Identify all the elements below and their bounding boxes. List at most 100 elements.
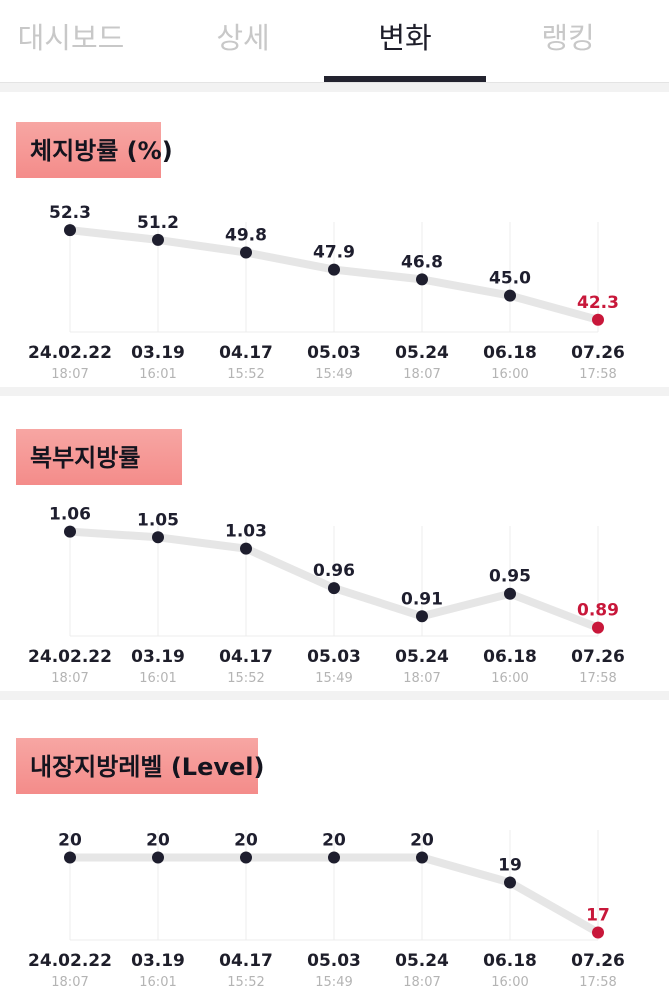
chart-area: 1.06 1.05 1.03 0.96 0.91 0.95 0.89 24.02.22 18:0… <box>0 491 669 691</box>
chart-area: 20 20 20 20 20 19 17 24.02.22 18:07 03.19 16:01 04.… <box>0 795 669 995</box>
data-label: 47.9 <box>313 243 355 263</box>
x-tick-date: 05.03 <box>307 343 361 363</box>
x-tick-time: 16:00 <box>491 975 528 990</box>
x-tick-date: 04.17 <box>219 343 273 363</box>
data-label: 20 <box>58 831 82 851</box>
data-point <box>504 876 516 889</box>
latest-data-point <box>592 621 604 634</box>
x-tick-date: 05.24 <box>395 951 449 971</box>
data-label: 19 <box>498 856 522 876</box>
body-fat-chart: 52.3 51.2 49.8 47.9 46.8 45.0 42.3 24.02.22 18:0… <box>28 203 625 382</box>
x-tick-time: 15:52 <box>227 367 264 382</box>
x-tick-date: 06.18 <box>483 343 537 363</box>
x-tick-time: 17:58 <box>579 975 616 990</box>
chart-area: 52.3 51.2 49.8 47.9 46.8 45.0 42.3 24.02.22 18:0… <box>0 187 669 387</box>
data-point <box>64 851 76 864</box>
x-tick-time: 16:00 <box>491 367 528 382</box>
data-label: 1.03 <box>225 522 267 542</box>
data-label: 0.95 <box>489 567 531 587</box>
data-label: 42.3 <box>577 293 619 313</box>
x-tick-time: 15:49 <box>315 671 352 686</box>
x-tick-time: 16:01 <box>139 975 176 990</box>
x-tick-date: 24.02.22 <box>28 343 112 363</box>
data-point <box>152 851 164 864</box>
data-label: 46.8 <box>401 252 443 272</box>
x-tick-date: 24.02.22 <box>28 951 112 971</box>
tab-ranking[interactable]: 랭킹 <box>541 21 595 55</box>
x-tick-time: 18:07 <box>403 671 440 686</box>
chart-title: 체지방률 (%) <box>16 122 173 178</box>
tab-detail[interactable]: 상세 <box>216 21 270 55</box>
x-tick-date: 05.03 <box>307 951 361 971</box>
x-tick-date: 04.17 <box>219 951 273 971</box>
abdominal-fat-chart: 1.06 1.05 1.03 0.96 0.91 0.95 0.89 24.02.22 18:0… <box>28 505 625 686</box>
x-tick-date: 24.02.22 <box>28 647 112 667</box>
data-label: 20 <box>234 831 258 851</box>
tab-change[interactable]: 변화 <box>378 21 432 55</box>
data-label: 49.8 <box>225 226 267 246</box>
x-tick-time: 17:58 <box>579 367 616 382</box>
x-tick-date: 05.03 <box>307 647 361 667</box>
x-tick-time: 17:58 <box>579 671 616 686</box>
x-tick-time: 16:00 <box>491 671 528 686</box>
tab-dashboard[interactable]: 대시보드 <box>17 21 125 55</box>
chart-section-abdominal-fat: 복부지방률 1.06 1.05 1.03 0.96 0.91 0.95 0.89 24.02.… <box>0 396 669 691</box>
x-tick-date: 07.26 <box>571 951 625 971</box>
data-label: 20 <box>410 831 434 851</box>
x-tick-time: 15:49 <box>315 975 352 990</box>
x-tick-date: 07.26 <box>571 343 625 363</box>
x-tick-date: 05.24 <box>395 647 449 667</box>
tab-bar: 대시보드 상세 변화 랭킹 <box>0 0 669 83</box>
chart-section-body-fat: 체지방률 (%) 52.3 51.2 49.8 47.9 46.8 45.0 42.3 24.… <box>0 92 669 387</box>
data-label: 0.96 <box>313 561 355 581</box>
latest-data-point <box>592 926 604 939</box>
x-tick-date: 05.24 <box>395 343 449 363</box>
chart-title: 내장지방레벨 (Level) <box>16 738 265 794</box>
data-point <box>64 525 76 538</box>
data-point <box>240 246 252 259</box>
section-header: 체지방률 (%) <box>0 92 669 187</box>
x-tick-date: 06.18 <box>483 951 537 971</box>
x-tick-time: 18:07 <box>51 671 88 686</box>
x-tick-time: 15:49 <box>315 367 352 382</box>
data-point <box>328 263 340 276</box>
chart-section-visceral-fat: 내장지방레벨 (Level) 20 20 20 20 20 19 17 24.02.22 18:… <box>0 700 669 1000</box>
latest-data-point <box>592 313 604 326</box>
data-point <box>416 610 428 623</box>
x-tick-time: 16:01 <box>139 671 176 686</box>
data-point <box>504 587 516 600</box>
active-tab-indicator <box>324 76 486 82</box>
data-label: 20 <box>322 831 346 851</box>
x-tick-date: 06.18 <box>483 647 537 667</box>
data-label: 17 <box>586 906 610 926</box>
data-label: 20 <box>146 831 170 851</box>
data-point <box>416 851 428 864</box>
x-tick-date: 07.26 <box>571 647 625 667</box>
x-tick-date: 04.17 <box>219 647 273 667</box>
x-tick-time: 16:01 <box>139 367 176 382</box>
data-label: 0.89 <box>577 601 619 621</box>
data-point <box>240 542 252 555</box>
x-tick-time: 18:07 <box>403 367 440 382</box>
data-label: 1.05 <box>137 510 179 530</box>
x-tick-date: 03.19 <box>131 343 185 363</box>
data-label: 52.3 <box>49 203 91 223</box>
visceral-fat-chart: 20 20 20 20 20 19 17 24.02.22 18:07 03.19 16:01 04.… <box>28 830 625 990</box>
data-label: 1.06 <box>49 505 91 525</box>
x-tick-date: 03.19 <box>131 951 185 971</box>
x-tick-time: 15:52 <box>227 671 264 686</box>
data-point <box>328 851 340 864</box>
x-tick-time: 18:07 <box>403 975 440 990</box>
data-label: 51.2 <box>137 213 179 233</box>
section-header: 내장지방레벨 (Level) <box>0 700 669 795</box>
data-point <box>152 531 164 544</box>
chart-title: 복부지방률 <box>16 429 182 485</box>
x-tick-date: 03.19 <box>131 647 185 667</box>
data-point <box>328 582 340 595</box>
data-point <box>416 273 428 286</box>
data-label: 0.91 <box>401 589 443 609</box>
x-tick-time: 18:07 <box>51 975 88 990</box>
data-point <box>64 224 76 237</box>
x-tick-time: 18:07 <box>51 367 88 382</box>
data-point <box>240 851 252 864</box>
